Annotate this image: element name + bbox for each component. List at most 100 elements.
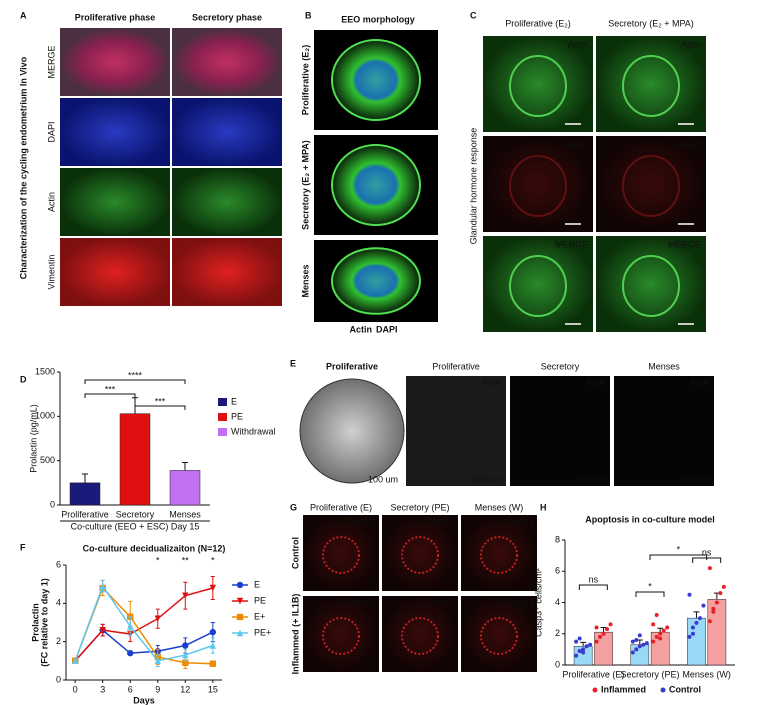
micrograph (60, 28, 170, 96)
x-tick-label: 3 (100, 684, 105, 694)
marker (182, 651, 189, 659)
organoid (331, 247, 421, 315)
marker (127, 623, 134, 630)
gland (622, 255, 680, 317)
row-label: Vimentin (46, 255, 56, 290)
error-bar (182, 461, 188, 471)
organoid (322, 536, 360, 574)
column-header: Proliferative (432, 361, 480, 371)
micrograph (406, 376, 506, 486)
image-label: Actin (568, 39, 588, 49)
gland (509, 255, 567, 317)
data-point (721, 584, 726, 589)
legend-label: Withdrawal (231, 426, 276, 436)
micrograph (60, 168, 170, 236)
row-label: Actin (46, 192, 56, 212)
image-label: MERGE (668, 239, 701, 249)
x-tick-label: 0 (73, 684, 78, 694)
significance-bracket (692, 557, 722, 563)
scale-label: 100 um (368, 474, 398, 484)
row-label: Proliferative (E₂) (300, 45, 310, 116)
error-bar (82, 473, 88, 483)
data-point (630, 639, 635, 644)
image-label: Casp-3 (505, 597, 534, 607)
image-label: PAEP (678, 139, 701, 149)
data-point (658, 631, 663, 636)
panel-letter: F (20, 542, 26, 552)
data-point (574, 653, 579, 658)
panel-title: EEO morphology (341, 14, 415, 24)
legend-marker (660, 687, 666, 693)
micrograph (382, 596, 458, 672)
micrograph (172, 28, 282, 96)
data-point (654, 634, 659, 639)
legend-label: Inflammed (601, 684, 646, 694)
micrograph (596, 136, 706, 232)
column-header: Menses (648, 361, 680, 371)
micrograph (461, 596, 537, 672)
data-point (634, 647, 639, 652)
data-point (651, 639, 656, 644)
data-point (594, 639, 599, 644)
column-header: Secretory (E₂ + MPA) (608, 18, 694, 28)
y-tick-label: 2 (56, 636, 61, 646)
image-label: Casp-3 (347, 516, 376, 526)
data-point (630, 650, 635, 655)
y-tick-label: 4 (56, 598, 61, 608)
data-point (711, 609, 716, 614)
legend-swatch (218, 413, 227, 421)
significance-bracket (134, 405, 186, 410)
bar (594, 631, 613, 666)
legend-label: E (254, 579, 260, 589)
data-point (641, 642, 646, 647)
marker (99, 582, 106, 590)
data-point (634, 638, 639, 642)
micrograph (172, 238, 282, 306)
legend-label: PE (231, 411, 243, 421)
error-bar (580, 641, 587, 647)
micrograph (483, 236, 593, 332)
micrograph (510, 376, 610, 486)
row-label: Inflammed (+ IL1B) (290, 594, 300, 675)
y-tick-label: 0 (555, 659, 560, 669)
panel-letter: G (290, 502, 297, 512)
significance-label: *** (155, 396, 166, 406)
significance-label: **** (128, 370, 143, 380)
significance-bracket (84, 379, 186, 384)
organoid (401, 617, 439, 655)
gland (509, 55, 567, 117)
legend-marker (236, 597, 244, 605)
y-tick-label: 6 (555, 566, 560, 576)
legend-marker (236, 581, 244, 589)
marker (182, 659, 189, 666)
column-header: Secretory (541, 361, 580, 371)
marker (71, 657, 79, 665)
x-tick-label: Secretory (116, 509, 155, 519)
legend-label: Actin (350, 324, 373, 334)
significance-label: ** (182, 555, 190, 565)
scale-label: 200 um (680, 474, 710, 484)
row-label: MERGE (46, 45, 56, 78)
x-tick-label: Secretory (PE) (620, 669, 679, 679)
data-point (661, 628, 666, 633)
data-point (581, 650, 586, 655)
legend-label: E+ (254, 611, 265, 621)
bar (687, 617, 706, 666)
image-label: PGR (482, 377, 502, 387)
y-tick-label: 6 (56, 559, 61, 569)
row-label: Secretory (E₂ + MPA) (300, 140, 310, 230)
error-bar (657, 627, 664, 633)
micrograph (614, 376, 714, 486)
micrograph (303, 515, 379, 591)
column-header: Menses (W) (475, 502, 524, 512)
data-point (584, 644, 589, 649)
organoid (480, 536, 518, 574)
organoid (480, 617, 518, 655)
x-tick-label: Proliferative (E) (562, 669, 624, 679)
panel-letter: A (20, 10, 27, 20)
side-label: Glandular hormone response (468, 128, 478, 245)
legend-marker (236, 613, 244, 621)
image-label: PGR (586, 377, 606, 387)
data-point (588, 642, 593, 647)
error-bar (693, 611, 700, 619)
